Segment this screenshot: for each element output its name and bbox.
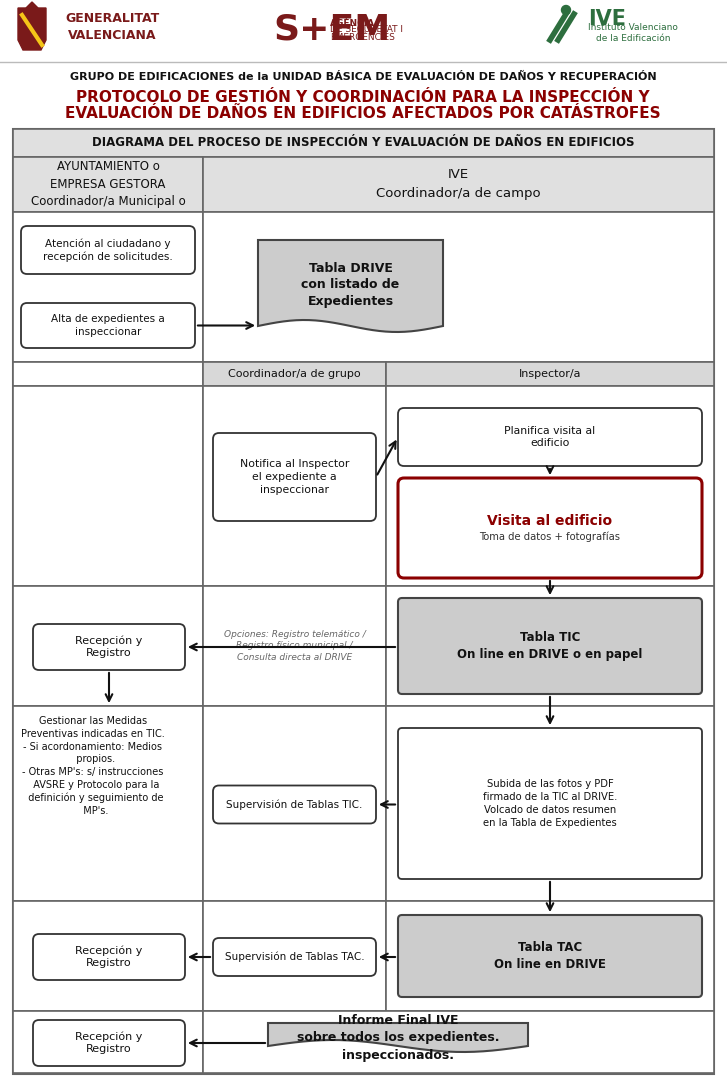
Bar [203,385,386,586]
Polygon shape [268,1023,528,1052]
Bar [13,385,203,586]
Polygon shape [26,2,38,8]
Text: Coordinador/a de grupo: Coordinador/a de grupo [228,369,361,379]
Text: Atención al ciudadano y
recepción de solicitudes.: Atención al ciudadano y recepción de sol… [43,238,173,262]
Text: Notifica al Inspector
el expediente a
inspeccionar: Notifica al Inspector el expediente a in… [240,460,349,495]
FancyBboxPatch shape [398,478,702,578]
Bar [203,586,386,707]
Text: S+EM: S+EM [273,12,390,46]
Text: Recepción y
Registro: Recepción y Registro [76,946,142,969]
Bar [13,363,203,385]
Text: Tabla DRIVE
con listado de
Expedientes: Tabla DRIVE con listado de Expedientes [302,261,400,309]
Bar [13,212,203,363]
Text: Opciones: Registro telemático /
Registro físico municipal /
Consulta directa al : Opciones: Registro telemático / Registro… [224,630,366,662]
Text: Instituto Valenciano
de la Edificación: Instituto Valenciano de la Edificación [588,23,678,44]
Text: Tabla TIC
On line en DRIVE o en papel: Tabla TIC On line en DRIVE o en papel [457,631,643,661]
Text: Planifica visita al
edificio: Planifica visita al edificio [505,426,595,449]
Bar [203,212,714,363]
Text: PROTOCOLO DE GESTIÓN Y COORDINACIÓN PARA LA INSPECCIÓN Y: PROTOCOLO DE GESTIÓN Y COORDINACIÓN PARA… [76,90,650,105]
Text: Visita al edificio: Visita al edificio [487,514,613,529]
FancyBboxPatch shape [33,934,185,980]
Bar [203,901,386,1011]
Text: Recepción y
Registro: Recepción y Registro [76,1032,142,1055]
Bar [386,901,714,1011]
Bar [386,385,714,586]
Bar [13,129,714,157]
Bar [13,1011,203,1073]
Text: DE SEGURETAT I: DE SEGURETAT I [330,25,403,35]
Bar [386,363,714,385]
Text: Subida de las fotos y PDF
firmado de la TIC al DRIVE.
Volcado de datos resumen
e: Subida de las fotos y PDF firmado de la … [483,780,617,828]
Text: Tabla TAC
On line en DRIVE: Tabla TAC On line en DRIVE [494,941,606,971]
Text: Inspector/a: Inspector/a [519,369,582,379]
Text: Alta de expedientes a
inspeccionar: Alta de expedientes a inspeccionar [51,314,165,336]
Bar [13,901,203,1011]
FancyBboxPatch shape [398,598,702,695]
Text: GENERALITAT
VALENCIANA: GENERALITAT VALENCIANA [65,12,159,41]
Text: Informe Final IVE
sobre todos los expedientes.
inspeccionados.: Informe Final IVE sobre todos los expedi… [297,1014,499,1061]
Bar [203,157,714,212]
FancyBboxPatch shape [33,624,185,670]
Bar [386,586,714,707]
Text: IVE
Coordinador/a de campo: IVE Coordinador/a de campo [376,168,541,201]
Polygon shape [18,8,46,50]
Bar [386,707,714,901]
Text: Supervisión de Tablas TIC.: Supervisión de Tablas TIC. [226,799,363,810]
Bar [13,586,203,707]
Text: Toma de datos + fotografías: Toma de datos + fotografías [480,532,621,543]
Bar [13,707,203,901]
Bar [203,707,386,901]
Text: EMERGÈNCIES: EMERGÈNCIES [330,33,395,41]
FancyBboxPatch shape [398,408,702,466]
FancyBboxPatch shape [213,785,376,823]
Bar [203,363,386,385]
Bar [203,1011,714,1073]
FancyBboxPatch shape [21,302,195,348]
Bar [13,129,714,1075]
FancyBboxPatch shape [398,915,702,997]
FancyBboxPatch shape [398,728,702,879]
Text: IVE: IVE [588,9,626,29]
Bar [0,0,727,62]
FancyBboxPatch shape [213,434,376,521]
Text: GRUPO DE EDIFICACIONES de la UNIDAD BÁSICA DE EVALUACIÓN DE DAÑOS Y RECUPERACIÓN: GRUPO DE EDIFICACIONES de la UNIDAD BÁSI… [70,72,656,82]
Text: AYUNTAMIENTO o
EMPRESA GESTORA
Coordinador/a Municipal o: AYUNTAMIENTO o EMPRESA GESTORA Coordinad… [31,161,185,209]
Text: Supervisión de Tablas TAC.: Supervisión de Tablas TAC. [225,952,364,962]
Text: AGÈNCIA: AGÈNCIA [330,19,375,27]
FancyBboxPatch shape [213,938,376,976]
Text: EVALUACIÓN DE DAÑOS EN EDIFICIOS AFECTADOS POR CATÁSTROFES: EVALUACIÓN DE DAÑOS EN EDIFICIOS AFECTAD… [65,107,661,121]
Circle shape [561,5,571,14]
Polygon shape [258,240,443,332]
Text: DIAGRAMA DEL PROCESO DE INSPECCIÓN Y EVALUACIÓN DE DAÑOS EN EDIFICIOS: DIAGRAMA DEL PROCESO DE INSPECCIÓN Y EVA… [92,136,635,150]
FancyBboxPatch shape [33,1020,185,1066]
Bar [13,157,203,212]
Text: Gestionar las Medidas
Preventivas indicadas en TIC.
- Si acordonamiento: Medios
: Gestionar las Medidas Preventivas indica… [21,716,165,817]
Text: Recepción y
Registro: Recepción y Registro [76,636,142,658]
FancyBboxPatch shape [21,226,195,274]
